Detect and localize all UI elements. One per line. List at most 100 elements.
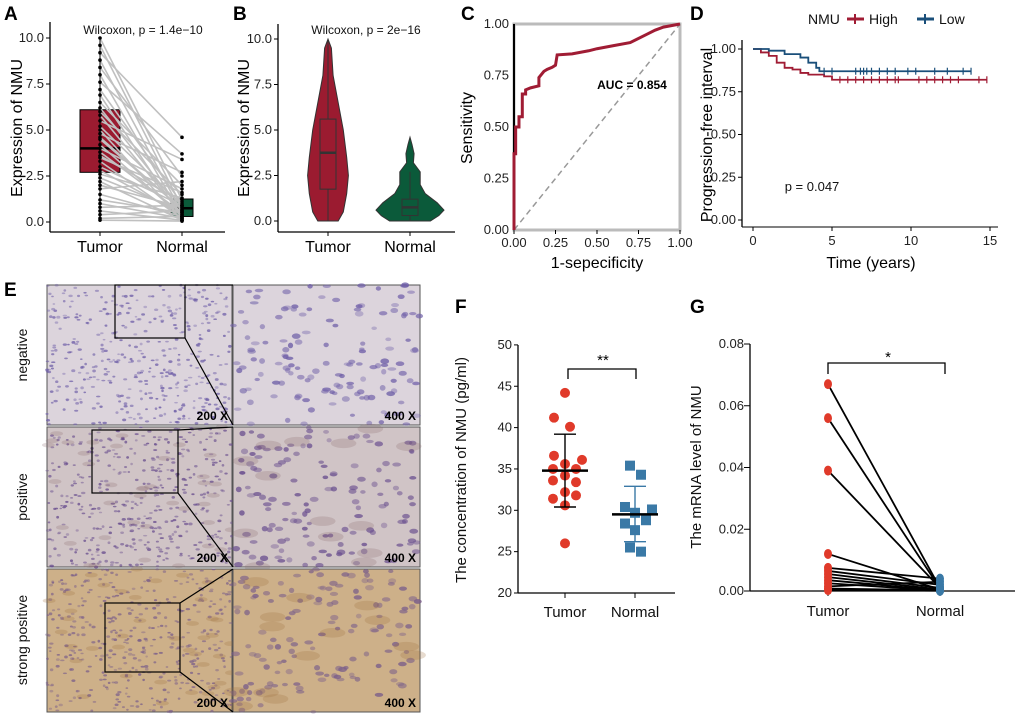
- ihc-nucleus: [53, 309, 58, 312]
- ihc-nucleus: [226, 503, 230, 506]
- panel-f-y-tick-label: 25: [498, 544, 512, 559]
- ihc-nucleus: [173, 580, 179, 582]
- ihc-nucleus: [155, 546, 161, 549]
- ihc-nucleus: [245, 644, 252, 649]
- ihc-nucleus: [174, 515, 179, 518]
- ihc-nucleus: [54, 348, 58, 352]
- ihc-nucleus: [56, 515, 60, 519]
- ihc-stain: [166, 500, 180, 506]
- ihc-stain: [130, 566, 144, 572]
- g-paired-line: [827, 417, 941, 590]
- paired-line: [99, 184, 183, 209]
- ihc-nucleus: [194, 465, 198, 468]
- ihc-stain: [172, 563, 186, 569]
- ihc-stain: [232, 456, 259, 466]
- panel-c-x-tick-label: 0.25: [543, 235, 568, 250]
- ihc-nucleus: [409, 312, 417, 316]
- ihc-nucleus: [155, 505, 161, 508]
- ihc-magnification-label: 200 X: [197, 696, 228, 710]
- tumor-point: [98, 142, 102, 147]
- ihc-nucleus: [180, 406, 184, 409]
- panel-f-y-tick-label: 50: [498, 337, 512, 352]
- ihc-nucleus: [64, 644, 69, 648]
- ihc-nucleus: [171, 461, 176, 464]
- ihc-nucleus: [149, 512, 153, 515]
- ihc-nucleus: [157, 436, 162, 439]
- ihc-nucleus: [181, 455, 185, 458]
- ihc-stain: [205, 616, 219, 622]
- ihc-nucleus: [413, 599, 422, 604]
- f-point-normal: [620, 518, 630, 529]
- ihc-nucleus: [375, 286, 382, 291]
- tumor-point: [98, 183, 102, 187]
- ihc-nucleus: [332, 297, 341, 303]
- ihc-nucleus: [348, 672, 355, 677]
- ihc-nucleus: [45, 360, 50, 363]
- ihc-nucleus: [380, 522, 388, 529]
- ihc-nucleus: [333, 674, 342, 679]
- ihc-nucleus: [353, 595, 362, 600]
- ihc-nucleus: [57, 614, 61, 617]
- ihc-nucleus: [146, 340, 150, 343]
- ihc-nucleus: [103, 568, 109, 571]
- ihc-nucleus: [154, 308, 159, 312]
- ihc-stain: [76, 694, 90, 700]
- ihc-nucleus: [294, 394, 301, 401]
- ihc-nucleus: [198, 337, 202, 340]
- ihc-nucleus: [165, 557, 170, 560]
- ihc-nucleus: [74, 316, 79, 319]
- ihc-nucleus: [136, 359, 141, 363]
- ihc-nucleus: [258, 657, 267, 662]
- ihc-nucleus: [383, 501, 389, 507]
- ihc-nucleus: [156, 467, 161, 470]
- ihc-nucleus: [61, 523, 66, 526]
- ihc-nucleus: [302, 562, 308, 568]
- ihc-nucleus: [126, 590, 130, 594]
- ihc-nucleus: [202, 448, 207, 451]
- ihc-nucleus: [65, 495, 69, 498]
- ihc-stain: [69, 658, 83, 664]
- ihc-nucleus: [157, 340, 162, 343]
- ihc-nucleus: [138, 539, 143, 542]
- ihc-nucleus: [158, 463, 164, 466]
- ihc-nucleus: [179, 673, 183, 677]
- ihc-nucleus: [170, 636, 175, 640]
- ihc-nucleus: [220, 489, 224, 492]
- ihc-nucleus: [349, 656, 357, 662]
- ihc-nucleus: [131, 666, 135, 670]
- ihc-nucleus: [140, 703, 143, 706]
- ihc-nucleus: [222, 312, 227, 316]
- panel-g-ylabel: The mRNA level of NMU: [688, 385, 705, 548]
- ihc-nucleus: [159, 636, 163, 639]
- ihc-nucleus: [90, 553, 94, 556]
- ihc-nucleus: [206, 321, 211, 324]
- ihc-nucleus: [232, 361, 241, 366]
- ihc-stain: [41, 442, 55, 448]
- panel-label-e: E: [4, 280, 17, 301]
- ihc-nucleus: [227, 547, 232, 550]
- panel-a-xtick-tumor: Tumor: [77, 239, 123, 256]
- ihc-nucleus: [123, 402, 128, 406]
- ihc-nucleus: [65, 398, 69, 402]
- ihc-nucleus: [111, 681, 115, 684]
- ihc-nucleus: [115, 573, 119, 577]
- ihc-nucleus: [175, 382, 178, 386]
- ihc-nucleus: [295, 685, 304, 692]
- ihc-nucleus: [165, 340, 169, 343]
- tumor-point: [98, 192, 102, 197]
- ihc-nucleus: [102, 678, 107, 681]
- ihc-nucleus: [160, 375, 164, 379]
- ihc-stain: [212, 653, 226, 659]
- ihc-nucleus: [208, 435, 213, 439]
- panel-c-xlabel: 1-sepecificity: [551, 255, 643, 272]
- ihc-nucleus: [148, 321, 152, 324]
- ihc-nucleus: [47, 502, 51, 504]
- normal-point: [180, 203, 184, 208]
- panel-label-d: D: [690, 4, 704, 25]
- ihc-nucleus: [153, 317, 157, 320]
- ihc-nucleus: [130, 359, 134, 363]
- ihc-nucleus: [123, 294, 128, 298]
- normal-point: [180, 187, 184, 191]
- ihc-nucleus: [200, 376, 205, 379]
- ihc-nucleus: [97, 639, 101, 643]
